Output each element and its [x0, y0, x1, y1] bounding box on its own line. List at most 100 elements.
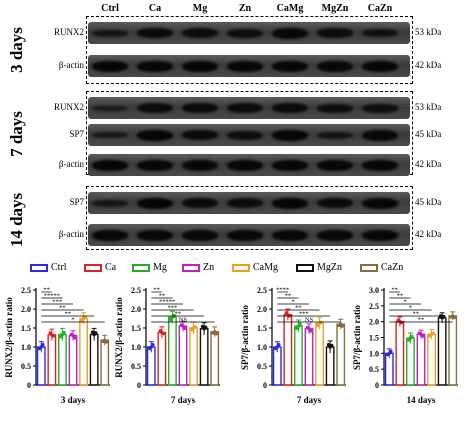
data-point	[104, 340, 109, 344]
significance-label: **	[412, 311, 419, 318]
blot-band	[182, 61, 218, 72]
bar-ca	[157, 331, 167, 386]
blot-band	[362, 160, 398, 171]
blot-band	[182, 160, 218, 171]
y-tick-label: 0	[263, 381, 267, 390]
legend-swatch	[132, 263, 150, 272]
bar-ca	[395, 320, 405, 386]
blot-band	[272, 198, 308, 209]
bar-mgzn	[89, 333, 99, 386]
y-axis-label: RUNX2/β-actin ratio	[114, 297, 124, 378]
y-tick-label: 2.5	[21, 286, 31, 295]
blot-strip	[88, 224, 410, 246]
y-tick-label: 0.5	[21, 362, 31, 371]
blot-strip	[88, 124, 410, 146]
data-point	[204, 325, 208, 329]
data-point	[182, 326, 187, 331]
y-tick-label: 1.0	[21, 343, 31, 352]
blot-panel-3-days	[86, 16, 413, 84]
y-tick-label: 0.5	[131, 362, 141, 371]
legend-label: Ca	[105, 262, 117, 273]
legend-swatch	[296, 263, 314, 272]
bar-cazn	[210, 331, 220, 386]
blot-band	[227, 198, 263, 208]
blot-band	[227, 103, 263, 113]
bar-zn	[68, 334, 78, 386]
blot-band	[92, 200, 128, 207]
blot-strip	[88, 154, 410, 176]
legend-item-ctrl: Ctrl	[30, 262, 67, 273]
y-tick-label: 0	[27, 381, 31, 390]
y-tick-label: 1.5	[131, 324, 141, 333]
lane-label-camg: CaMg	[276, 3, 304, 14]
kda-marker: 42 kDa	[415, 159, 442, 169]
significance-label: **	[59, 305, 66, 312]
data-point	[399, 320, 404, 325]
bar-ctrl	[146, 346, 156, 386]
blot-band	[227, 230, 263, 241]
data-point	[214, 332, 219, 336]
significance-label: ****	[276, 287, 289, 294]
data-point	[193, 325, 197, 329]
significance-label: **	[64, 311, 71, 318]
blot-band	[362, 104, 398, 113]
y-tick-label: 1.5	[369, 334, 379, 343]
data-point	[340, 324, 345, 328]
legend-label: CaZn	[381, 262, 404, 273]
bar-mg	[294, 325, 303, 386]
kda-marker: 42 kDa	[415, 229, 442, 239]
significance-label: NS	[179, 317, 188, 324]
legend-item-camg: CaMg	[232, 262, 278, 273]
blot-band	[137, 28, 173, 38]
lane-label-ctrl: Ctrl	[101, 3, 119, 14]
lane-label-mg: Mg	[192, 3, 208, 14]
blot-row-label: β-actin	[58, 159, 84, 169]
blot-band	[317, 198, 353, 208]
blot-band	[362, 198, 398, 209]
blot-row-label: SP7	[69, 129, 84, 139]
bar-mg	[58, 333, 67, 386]
blot-band	[182, 130, 218, 140]
data-point	[151, 343, 155, 347]
legend-swatch	[30, 263, 48, 272]
bar-ca	[47, 334, 57, 386]
y-tick-label: 1.5	[257, 324, 267, 333]
blot-band	[92, 132, 128, 138]
blot-band	[272, 28, 308, 39]
data-point	[420, 334, 425, 338]
blot-band	[227, 29, 263, 38]
blot-band	[317, 160, 353, 171]
legend-label: Ctrl	[51, 262, 67, 273]
blot-strip	[88, 22, 410, 44]
data-point	[94, 331, 98, 335]
blot-band	[92, 30, 128, 37]
data-point	[442, 314, 446, 319]
blot-band	[92, 160, 128, 171]
blot-band	[362, 230, 398, 241]
blot-band	[317, 132, 353, 139]
legend-item-cazn: CaZn	[360, 262, 403, 273]
blot-panel-14-days	[86, 186, 413, 250]
y-tick-label: 0	[375, 381, 379, 390]
significance-label: *	[292, 299, 295, 306]
blot-band	[362, 29, 398, 37]
blot-band	[272, 61, 308, 72]
blot-band	[272, 130, 308, 141]
x-axis-label: 7 days	[171, 395, 196, 405]
legend-item-ca: Ca	[84, 262, 116, 273]
bar-zn	[304, 328, 314, 386]
lane-label-ca: Ca	[148, 3, 162, 14]
y-tick-label: 1.0	[257, 343, 267, 352]
blot-band	[137, 160, 173, 171]
blot-band	[317, 61, 353, 72]
data-point	[298, 322, 302, 326]
significance-label: ***	[299, 311, 309, 318]
bar-camg	[79, 317, 88, 386]
y-axis-label: RUNX2/β-actin ratio	[4, 297, 14, 378]
legend-item-mgzn: MgZn	[296, 262, 342, 273]
lane-label-mgzn: MgZn	[321, 3, 349, 14]
significance-label: *	[409, 305, 412, 312]
significance-label: *	[404, 299, 407, 306]
blot-band	[182, 230, 218, 241]
